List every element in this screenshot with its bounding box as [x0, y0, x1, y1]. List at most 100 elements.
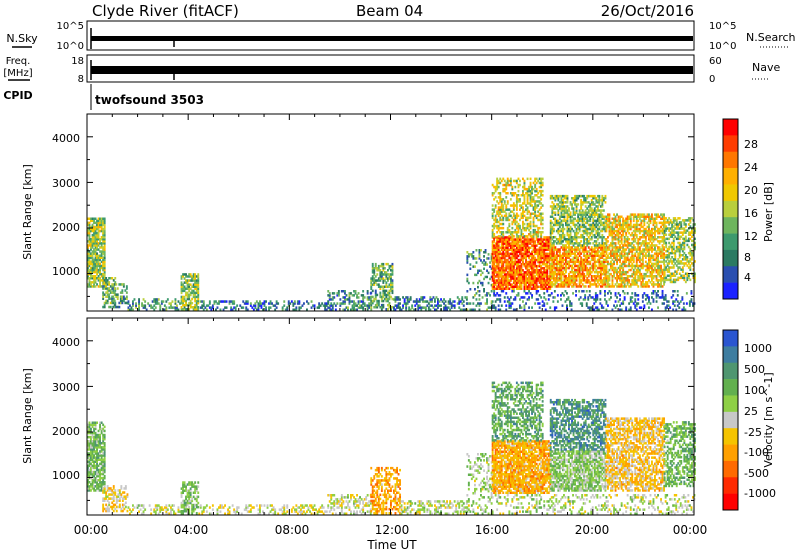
- power-cell: [523, 248, 526, 251]
- power-cell: [96, 264, 98, 268]
- power-cell: [563, 207, 566, 210]
- power-cell: [629, 244, 632, 247]
- power-cell: [557, 199, 560, 202]
- power-cell: [658, 215, 661, 218]
- power-cell: [466, 261, 469, 264]
- power-cell: [528, 250, 530, 254]
- power-cell: [379, 293, 382, 297]
- power-cell: [538, 238, 541, 241]
- power-cell: [563, 283, 566, 286]
- power-cell: [180, 281, 183, 284]
- power-cell: [581, 217, 584, 220]
- power-cell: [593, 275, 596, 278]
- power-cell: [654, 246, 656, 249]
- power-cell: [466, 302, 469, 305]
- power-cell: [575, 254, 578, 257]
- power-cell: [635, 215, 638, 218]
- power-cell: [644, 256, 647, 259]
- power-cell: [632, 217, 635, 220]
- power-cell: [532, 220, 535, 224]
- power-cell: [519, 179, 521, 183]
- power-cell: [610, 244, 612, 247]
- power-cell: [537, 285, 540, 288]
- power-cell: [631, 275, 634, 278]
- power-cell: [405, 296, 408, 299]
- power-cell: [566, 266, 569, 270]
- power-cell: [538, 240, 541, 243]
- power-cell: [593, 270, 596, 274]
- power-cell: [586, 250, 589, 253]
- power-cell: [546, 254, 549, 258]
- power-cell: [635, 229, 638, 233]
- power-cell: [586, 217, 589, 220]
- power-cell: [112, 301, 115, 305]
- power-cell: [512, 238, 515, 241]
- power-cell: [506, 262, 509, 266]
- power-cell: [669, 235, 672, 238]
- power-cell: [478, 269, 481, 272]
- power-cell: [506, 181, 509, 185]
- power-cell: [133, 298, 136, 301]
- power-cell: [620, 270, 623, 274]
- power-cell: [515, 267, 518, 270]
- power-cell: [557, 260, 560, 264]
- power-cell: [519, 183, 521, 187]
- power-cell: [186, 308, 189, 311]
- power-cell: [613, 254, 615, 257]
- power-cell: [93, 236, 95, 239]
- power-cell: [522, 252, 524, 256]
- power-cell: [610, 262, 612, 266]
- power-cell: [560, 233, 563, 237]
- power-cell: [571, 252, 573, 255]
- power-cell: [493, 185, 496, 189]
- power-cell: [651, 266, 653, 270]
- power-cell: [671, 280, 674, 284]
- power-cell: [551, 209, 554, 212]
- power-cell: [506, 273, 509, 276]
- power-cell: [595, 221, 598, 225]
- power-cell: [472, 265, 475, 268]
- power-cell: [671, 241, 674, 245]
- power-cell: [584, 258, 587, 262]
- power-cell: [581, 248, 584, 251]
- power-cell: [551, 231, 554, 235]
- power-cell: [195, 295, 198, 299]
- power-cell: [511, 273, 514, 276]
- power-cell: [90, 270, 92, 274]
- power-cell: [509, 285, 512, 288]
- power-cell: [502, 231, 505, 234]
- power-cell: [494, 187, 497, 191]
- power-cell: [578, 275, 581, 278]
- power-cell: [249, 302, 252, 305]
- power-cell: [599, 248, 602, 251]
- power-cell: [519, 208, 521, 211]
- power-cell: [663, 270, 666, 273]
- power-cell: [382, 285, 385, 288]
- power-cell: [531, 185, 533, 189]
- power-cell: [491, 277, 494, 280]
- power-cell: [106, 281, 109, 284]
- power-cell: [593, 203, 596, 206]
- power-cell: [399, 306, 401, 309]
- power-cell: [102, 258, 105, 262]
- power-cell: [526, 285, 529, 288]
- power-cell: [424, 308, 427, 311]
- power-cell: [491, 224, 494, 228]
- power-cell: [534, 277, 537, 280]
- power-cell: [580, 225, 583, 229]
- power-cell: [586, 231, 589, 235]
- power-cell: [601, 233, 604, 237]
- power-cell: [651, 217, 653, 220]
- power-cell: [363, 304, 366, 307]
- power-cell: [577, 221, 580, 225]
- power-cell: [493, 273, 496, 276]
- power-cell: [385, 281, 388, 284]
- power-cell: [493, 224, 496, 228]
- power-cell: [121, 289, 124, 292]
- power-cell: [423, 300, 426, 303]
- power-cell: [210, 306, 213, 309]
- power-cell: [531, 264, 533, 268]
- power-cell: [611, 244, 614, 247]
- power-cell: [637, 275, 640, 278]
- power-cell: [632, 225, 635, 229]
